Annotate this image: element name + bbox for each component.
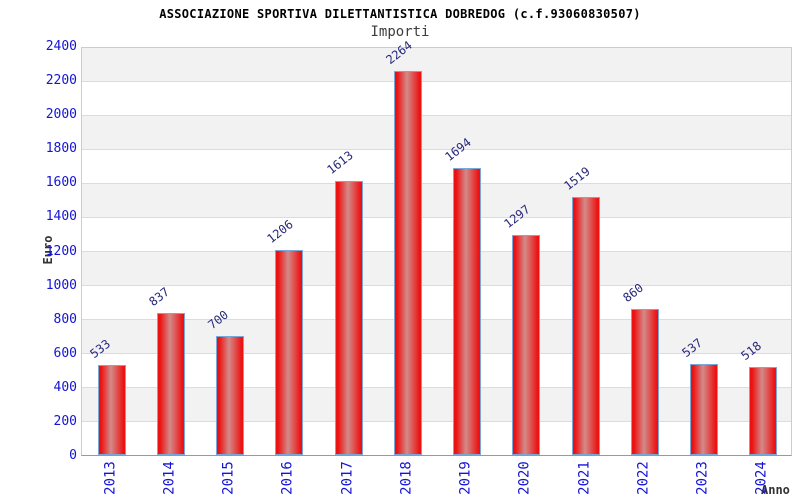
y-tick-label: 1600 [45, 175, 77, 191]
bar-value-label: 2264 [383, 38, 415, 67]
plot-band [82, 184, 791, 218]
bar-2013 [98, 365, 126, 455]
bar-2015 [216, 336, 244, 455]
bar-2024 [749, 367, 777, 455]
plot-band [82, 116, 791, 150]
x-tick-label: 2024 [753, 461, 770, 495]
x-tick-label: 2021 [576, 461, 593, 495]
bar-value-label: 1694 [442, 135, 474, 164]
bar-2019 [453, 168, 481, 455]
y-tick-label: 2000 [45, 107, 77, 123]
y-tick-label: 200 [53, 413, 77, 429]
y-tick-label: 1000 [45, 277, 77, 293]
y-tick-label: 0 [69, 448, 77, 463]
y-tick-label: 1800 [45, 141, 77, 157]
plot-band [82, 422, 791, 455]
plot-band [82, 388, 791, 422]
x-axis-title: Anno [761, 483, 790, 497]
y-tick-label: 1400 [45, 209, 77, 225]
y-tick-label: 400 [53, 379, 77, 395]
x-tick-label: 2020 [516, 461, 533, 495]
bar-2017 [335, 181, 363, 455]
bar-value-label: 518 [738, 338, 765, 363]
bar-2022 [631, 309, 659, 455]
chart-title: ASSOCIAZIONE SPORTIVA DILETTANTISTICA DO… [159, 7, 641, 21]
bar-2023 [690, 364, 718, 455]
plot-band [82, 48, 791, 82]
bar-2014 [157, 313, 185, 455]
bar-value-label: 1297 [501, 202, 533, 231]
bar-2016 [275, 250, 303, 455]
x-tick-label: 2017 [339, 461, 356, 495]
y-tick-label: 800 [53, 311, 77, 327]
x-tick-label: 2015 [220, 461, 237, 495]
y-tick-label: 2200 [45, 73, 77, 89]
plot-band [82, 320, 791, 354]
bar-value-label: 837 [146, 284, 173, 309]
plot-band [82, 218, 791, 252]
bar-value-label: 1206 [264, 217, 296, 246]
bars-layer: 533 837 700 1206 1613 2264 1694 1297 1519 860 537 5… [82, 38, 791, 455]
plot-band [82, 354, 791, 388]
plot-band [82, 286, 791, 320]
x-tick-label: 2018 [398, 461, 415, 495]
y-tick-label: 2400 [45, 39, 77, 54]
bar-value-label: 533 [87, 336, 114, 361]
bar-2020 [512, 235, 540, 455]
bar-value-label: 537 [679, 335, 706, 360]
bar-2021 [572, 197, 600, 455]
x-tick-label: 2023 [694, 461, 711, 495]
x-tick-label: 2022 [635, 461, 652, 495]
y-tick-label: 1200 [45, 243, 77, 259]
plot-bands [82, 48, 791, 455]
bar-value-label: 1613 [324, 148, 356, 177]
y-tick-label: 600 [53, 345, 77, 361]
plot-band [82, 252, 791, 286]
x-tick-label: 2014 [161, 461, 178, 495]
x-tick-label: 2019 [457, 461, 474, 495]
x-tick-label: 2016 [279, 461, 296, 495]
chart-subtitle: Importi [370, 24, 430, 40]
bar-value-label: 700 [205, 307, 232, 332]
bar-2018 [394, 71, 422, 455]
bar-value-label: 860 [620, 280, 647, 305]
bar-value-label: 1519 [561, 164, 593, 193]
plot-band [82, 82, 791, 116]
x-tick-label: 2013 [102, 461, 119, 495]
plot-area: 533 837 700 1206 1613 2264 1694 1297 1519 860 537 5… [81, 38, 792, 456]
plot-band [82, 150, 791, 184]
